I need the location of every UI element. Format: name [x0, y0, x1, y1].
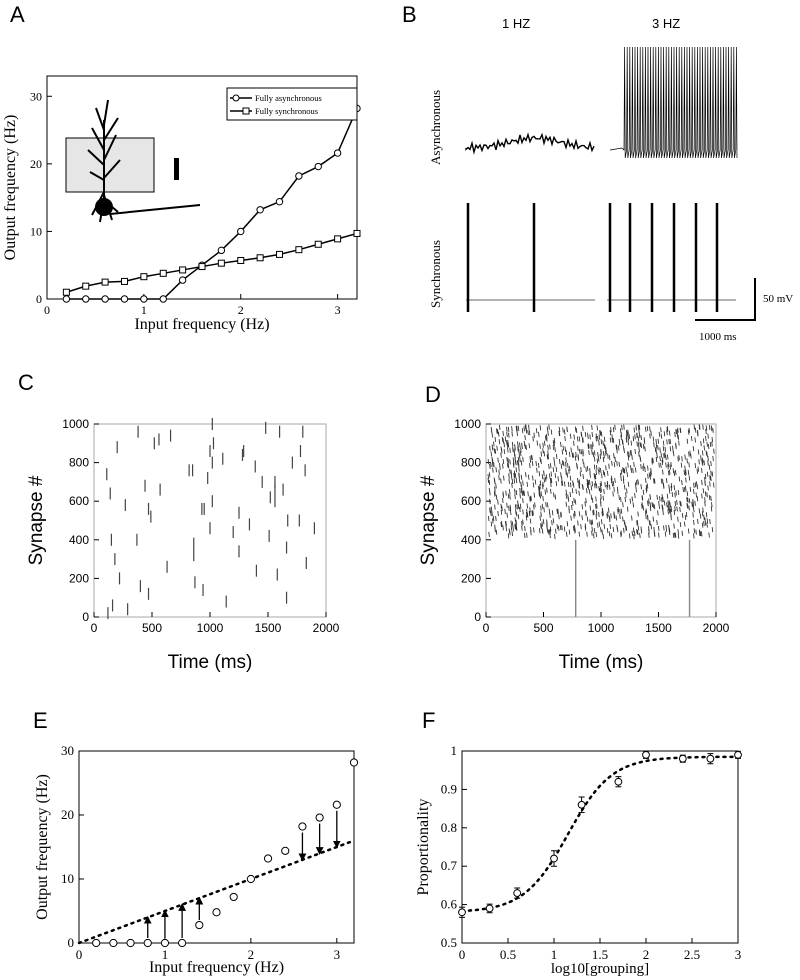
data-point-async	[237, 227, 245, 236]
x-tick-label: 3	[335, 303, 341, 317]
data-point-async	[140, 295, 148, 303]
legend-marker	[232, 94, 240, 102]
data-point-async	[275, 197, 284, 206]
panel-letter-a: A	[10, 2, 25, 27]
legend-marker	[242, 107, 250, 115]
legend-entry: Fully asynchronous	[255, 93, 322, 103]
y-tick-label: 10	[30, 224, 42, 238]
data-point-async	[101, 295, 109, 303]
data-point-sync	[353, 229, 361, 237]
neuron-soma	[95, 198, 113, 216]
data-point-sync	[217, 259, 225, 267]
inset-box	[65, 137, 155, 193]
neuron-icon	[87, 99, 201, 223]
data-point-async	[159, 295, 167, 303]
data-point-async	[295, 172, 303, 180]
plot-frame	[46, 75, 358, 300]
y-tick-label: 20	[30, 157, 42, 171]
data-point-sync	[276, 250, 283, 258]
data-point-sync	[198, 263, 206, 271]
data-point-async	[217, 246, 226, 255]
data-point-sync	[121, 277, 128, 285]
inset-scale-bar	[174, 158, 179, 180]
data-point-async	[120, 295, 129, 303]
x-tick-label: 2	[238, 303, 244, 317]
y-axis-label: Output frequency (Hz)	[2, 115, 19, 261]
data-point-async	[178, 276, 187, 284]
data-point-sync	[295, 246, 303, 254]
legend-entry: Fully synchronous	[255, 106, 318, 116]
data-point-async	[256, 206, 264, 214]
series-line-asynchronous	[66, 108, 358, 300]
data-point-sync	[159, 269, 167, 277]
x-axis-label: Input frequency (Hz)	[134, 316, 269, 333]
x-tick-label: 0	[44, 303, 50, 317]
data-point-async	[333, 149, 342, 157]
y-tick-label: 30	[30, 89, 42, 103]
data-point-sync	[314, 240, 322, 248]
data-point-sync	[62, 288, 70, 296]
data-point-async	[314, 162, 322, 171]
data-point-sync	[179, 266, 187, 274]
data-point-sync	[237, 256, 245, 264]
y-tick-label: 0	[36, 292, 42, 306]
series-line-synchronous	[66, 232, 358, 293]
legend: Fully asynchronous Fully synchronous	[226, 87, 358, 121]
data-point-sync	[140, 273, 148, 281]
data-point-async	[82, 295, 90, 303]
data-point-sync	[101, 278, 109, 286]
data-point-sync	[82, 282, 90, 290]
data-point-sync	[256, 254, 264, 262]
data-point-sync	[334, 235, 342, 243]
data-point-async	[62, 295, 71, 303]
legend-box	[226, 87, 358, 121]
x-tick-label: 1	[141, 303, 147, 317]
